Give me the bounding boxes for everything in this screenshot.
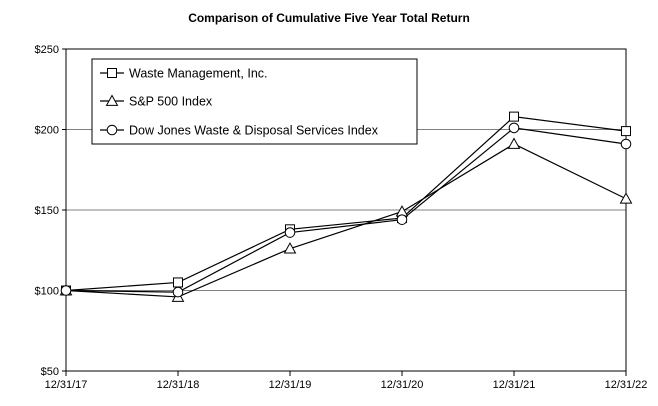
legend-entry: Dow Jones Waste & Disposal Services Inde… (100, 124, 379, 138)
legend-entry: S&P 500 Index (100, 94, 213, 109)
x-tick-labels: 12/31/17 12/31/18 12/31/19 12/31/20 12/31/21… (45, 379, 648, 391)
chart-title: Comparison of Cumulative Five Year Total… (188, 11, 470, 25)
data-point (620, 138, 632, 150)
legend-marker (106, 124, 118, 136)
data-point (619, 192, 633, 204)
series-line (65, 115, 627, 292)
series-line (65, 127, 627, 293)
data-point (172, 286, 184, 298)
data-point (60, 285, 72, 296)
x-tick-label: 12/31/20 (381, 379, 424, 391)
legend-label: Waste Management, Inc. (129, 67, 268, 81)
data-point (173, 277, 183, 288)
y-tick-label: $50 (41, 366, 59, 378)
legend-label: Dow Jones Waste & Disposal Services Inde… (129, 124, 379, 138)
y-tick-label: $250 (35, 44, 59, 56)
x-tick-label: 12/31/22 (605, 379, 648, 391)
y-tick-labels: $50 $100 $150 $200 $250 (35, 44, 59, 378)
y-tick-label: $100 (35, 286, 59, 298)
legend-marker (105, 94, 119, 106)
data-point (509, 111, 519, 122)
x-tick-label: 12/31/17 (45, 379, 88, 391)
series-line (65, 143, 627, 298)
data-point (508, 122, 520, 134)
data-point (507, 137, 521, 149)
legend-entry: Waste Management, Inc. (100, 67, 268, 81)
series-circle (60, 122, 632, 298)
legend-marker (107, 68, 117, 78)
y-tick-label: $150 (35, 205, 59, 217)
data-point (283, 242, 297, 254)
series-group (59, 111, 633, 302)
data-point (621, 126, 631, 137)
x-tick-label: 12/31/19 (269, 379, 312, 391)
series-triangle (59, 137, 633, 302)
data-point (396, 214, 408, 225)
legend-box (91, 58, 418, 145)
x-tick-label: 12/31/21 (493, 379, 536, 391)
legend-label: S&P 500 Index (129, 95, 213, 109)
x-tick-label: 12/31/18 (157, 379, 200, 391)
y-tick-label: $200 (35, 125, 59, 137)
data-point (284, 227, 296, 238)
legend: Waste Management, Inc. S&P 500 Index Dow J… (91, 58, 418, 145)
